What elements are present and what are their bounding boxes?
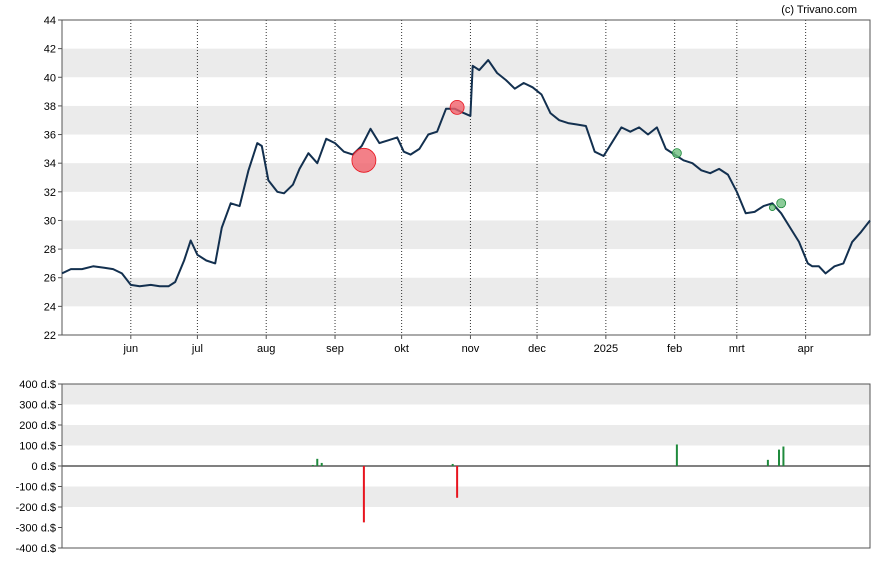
price-grid-band bbox=[62, 163, 870, 192]
sell-marker bbox=[449, 99, 465, 115]
price-y-tick-label: 36 bbox=[44, 130, 56, 142]
price-grid-band bbox=[62, 220, 870, 250]
volume-y-axis: -400 d.$ -300 d.$ -200 d.$ -100 d.$ 0 d.$ 100… bbox=[16, 379, 62, 555]
credit-text: (c) Trivano.com bbox=[781, 4, 857, 16]
volume-y-tick-label: 200 d.$ bbox=[19, 420, 56, 432]
volume-y-tick-label: -300 d.$ bbox=[16, 523, 56, 535]
buy-marker bbox=[776, 198, 787, 209]
price-y-axis: 22 24 26 28 30 32 34 36 38 40 42 44 bbox=[44, 15, 62, 342]
volume-bars bbox=[311, 444, 785, 523]
volume-grid-bands bbox=[62, 384, 870, 507]
price-x-tick-label: okt bbox=[394, 343, 409, 355]
volume-y-tick-label: -200 d.$ bbox=[16, 502, 56, 514]
price-y-tick-label: 32 bbox=[44, 187, 56, 199]
price-y-tick-label: 22 bbox=[44, 330, 56, 342]
price-y-tick-label: 42 bbox=[44, 44, 56, 56]
volume-grid-band bbox=[62, 425, 870, 446]
price-y-tick-label: 30 bbox=[44, 215, 56, 227]
price-grid-band bbox=[62, 105, 870, 135]
buy-marker bbox=[768, 204, 776, 211]
price-x-tick-label: 2025 bbox=[594, 343, 618, 355]
volume-y-tick-label: 0 d.$ bbox=[32, 461, 56, 473]
price-x-tick-label: jul bbox=[191, 343, 203, 355]
price-x-tick-label: jun bbox=[122, 343, 138, 355]
price-x-tick-label: aug bbox=[257, 343, 275, 355]
price-panel-frame bbox=[61, 19, 871, 336]
price-line bbox=[61, 59, 871, 288]
price-x-tick-label: nov bbox=[462, 343, 480, 355]
price-y-tick-label: 44 bbox=[44, 15, 56, 27]
volume-panel: -400 d.$ -300 d.$ -200 d.$ -100 d.$ 0 d.$ 100… bbox=[16, 379, 871, 555]
price-grid-band bbox=[62, 48, 870, 78]
volume-y-tick-label: 100 d.$ bbox=[19, 441, 56, 453]
price-x-tick-label: dec bbox=[528, 343, 546, 355]
volume-y-tick-label: -100 d.$ bbox=[16, 482, 56, 494]
volume-grid-band bbox=[62, 486, 870, 507]
price-y-tick-label: 34 bbox=[44, 158, 56, 170]
price-x-tick-label: mrt bbox=[729, 343, 745, 355]
volume-y-tick-label: 400 d.$ bbox=[19, 379, 56, 391]
price-y-tick-label: 26 bbox=[44, 273, 56, 285]
price-x-tick-label: apr bbox=[798, 343, 814, 355]
price-x-tick-label: sep bbox=[326, 343, 344, 355]
sell-marker bbox=[351, 147, 377, 173]
trade-markers bbox=[351, 99, 787, 211]
price-y-tick-label: 28 bbox=[44, 244, 56, 256]
price-x-axis: jun jul aug sep okt nov dec 2025 feb mrt apr bbox=[122, 335, 814, 355]
buy-marker bbox=[671, 148, 682, 159]
volume-grid-band bbox=[62, 384, 870, 405]
price-grid-band bbox=[62, 277, 870, 307]
price-panel: 22 24 26 28 30 32 34 36 38 40 42 44 jun jul aug sep okt n… bbox=[44, 15, 871, 355]
price-y-tick-label: 38 bbox=[44, 101, 56, 113]
volume-y-tick-label: 300 d.$ bbox=[19, 400, 56, 412]
price-y-tick-label: 24 bbox=[44, 301, 56, 313]
price-y-tick-label: 40 bbox=[44, 72, 56, 84]
price-grid-bands bbox=[62, 48, 870, 307]
volume-y-tick-label: -400 d.$ bbox=[16, 543, 56, 555]
price-x-tick-label: feb bbox=[667, 343, 682, 355]
